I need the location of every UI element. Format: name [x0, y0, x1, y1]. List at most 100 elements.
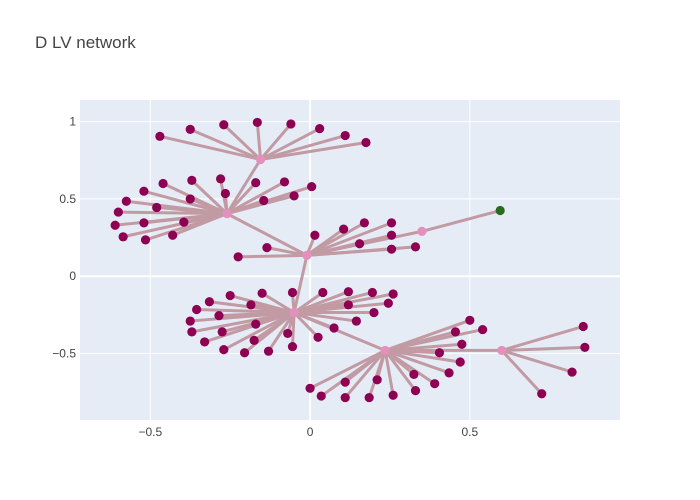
leaf-node[interactable]	[225, 290, 235, 301]
leaf-node[interactable]	[580, 342, 590, 352]
hub-node[interactable]	[302, 250, 312, 260]
leaf-node[interactable]	[139, 218, 149, 228]
leaf-node[interactable]	[219, 120, 229, 130]
leaf-node[interactable]	[287, 341, 298, 352]
leaf-node[interactable]	[354, 239, 365, 249]
leaf-node[interactable]	[140, 235, 151, 245]
leaf-node[interactable]	[340, 377, 350, 387]
network-edge	[249, 303, 296, 315]
leaf-node[interactable]	[450, 327, 461, 337]
hub-node[interactable]	[417, 226, 427, 237]
leaf-node[interactable]	[287, 287, 298, 298]
leaf-node[interactable]	[179, 217, 189, 227]
leaf-node[interactable]	[364, 392, 374, 403]
leaf-node[interactable]	[215, 174, 226, 184]
leaf-node[interactable]	[158, 178, 168, 189]
leaf-node[interactable]	[121, 196, 131, 206]
leaf-node[interactable]	[118, 232, 128, 242]
leaf-node[interactable]	[410, 242, 421, 252]
hub-node[interactable]	[255, 154, 266, 165]
leaf-node[interactable]	[249, 335, 259, 345]
leaf-node[interactable]	[233, 252, 243, 262]
leaf-node[interactable]	[369, 307, 379, 318]
leaf-node[interactable]	[386, 244, 397, 254]
leaf-node[interactable]	[139, 186, 149, 196]
leaf-node[interactable]	[286, 119, 296, 129]
hub-node[interactable]	[222, 209, 232, 219]
leaf-node[interactable]	[187, 327, 197, 337]
leaf-node[interactable]	[367, 287, 377, 298]
leaf-node[interactable]	[343, 287, 354, 297]
network-edge	[217, 311, 296, 318]
hub-node[interactable]	[497, 345, 507, 356]
leaf-node[interactable]	[259, 195, 269, 206]
leaf-node[interactable]	[316, 391, 326, 401]
leaf-node[interactable]	[430, 379, 440, 389]
leaf-node[interactable]	[340, 392, 350, 403]
leaf-node[interactable]	[214, 311, 224, 321]
leaf-node[interactable]	[386, 230, 397, 240]
leaf-node[interactable]	[457, 339, 467, 349]
root-node[interactable]	[495, 205, 505, 216]
leaf-node[interactable]	[318, 287, 328, 298]
leaf-node[interactable]	[217, 327, 227, 337]
leaf-node[interactable]	[289, 191, 299, 201]
leaf-node[interactable]	[307, 181, 317, 192]
leaf-node[interactable]	[219, 345, 229, 355]
leaf-node[interactable]	[252, 117, 262, 128]
hub-node[interactable]	[289, 307, 299, 318]
leaf-node[interactable]	[204, 297, 215, 307]
leaf-node[interactable]	[410, 386, 421, 396]
leaf-node[interactable]	[444, 368, 454, 378]
leaf-node[interactable]	[251, 178, 261, 188]
leaf-node[interactable]	[315, 123, 325, 134]
leaf-node[interactable]	[351, 316, 361, 326]
leaf-node[interactable]	[155, 131, 165, 141]
leaf-node[interactable]	[263, 346, 274, 356]
leaf-node[interactable]	[361, 137, 371, 148]
leaf-node[interactable]	[152, 202, 162, 213]
leaf-node[interactable]	[185, 316, 195, 326]
leaf-node[interactable]	[455, 357, 465, 367]
leaf-node[interactable]	[168, 230, 178, 240]
leaf-node[interactable]	[372, 375, 382, 385]
leaf-node[interactable]	[257, 288, 267, 298]
hub-node[interactable]	[380, 345, 390, 356]
leaf-node[interactable]	[251, 319, 261, 329]
leaf-node[interactable]	[343, 300, 354, 310]
leaf-node[interactable]	[339, 224, 349, 234]
leaf-node[interactable]	[313, 332, 323, 342]
leaf-node[interactable]	[434, 348, 445, 358]
leaf-node[interactable]	[388, 390, 398, 400]
leaf-node[interactable]	[246, 300, 256, 310]
leaf-node[interactable]	[192, 304, 202, 315]
leaf-node[interactable]	[187, 175, 197, 185]
leaf-node[interactable]	[239, 348, 250, 358]
leaf-node[interactable]	[279, 177, 290, 187]
network-nodes[interactable]	[110, 117, 590, 403]
leaf-node[interactable]	[113, 207, 123, 217]
leaf-node[interactable]	[329, 323, 339, 333]
leaf-node[interactable]	[465, 315, 475, 325]
leaf-node[interactable]	[340, 130, 350, 141]
leaf-node[interactable]	[478, 324, 488, 335]
leaf-node[interactable]	[383, 298, 393, 308]
leaf-node[interactable]	[578, 321, 588, 332]
leaf-node[interactable]	[388, 289, 398, 299]
leaf-node[interactable]	[310, 230, 320, 240]
leaf-node[interactable]	[537, 389, 547, 399]
leaf-node[interactable]	[220, 188, 230, 199]
leaf-node[interactable]	[185, 194, 195, 204]
leaf-node[interactable]	[283, 328, 293, 339]
leaf-node[interactable]	[110, 220, 120, 230]
axis-tick-labels: −0.5 0 0.5 1 0.5 0 −0.5	[52, 115, 478, 439]
leaf-node[interactable]	[409, 369, 419, 379]
leaf-node[interactable]	[262, 243, 272, 253]
leaf-node[interactable]	[200, 337, 210, 347]
leaf-node[interactable]	[386, 218, 397, 228]
leaf-node[interactable]	[185, 124, 195, 134]
leaf-node[interactable]	[567, 367, 577, 377]
leaf-node[interactable]	[359, 218, 369, 228]
y-tick-label: 1	[69, 115, 76, 129]
leaf-node[interactable]	[305, 383, 315, 393]
